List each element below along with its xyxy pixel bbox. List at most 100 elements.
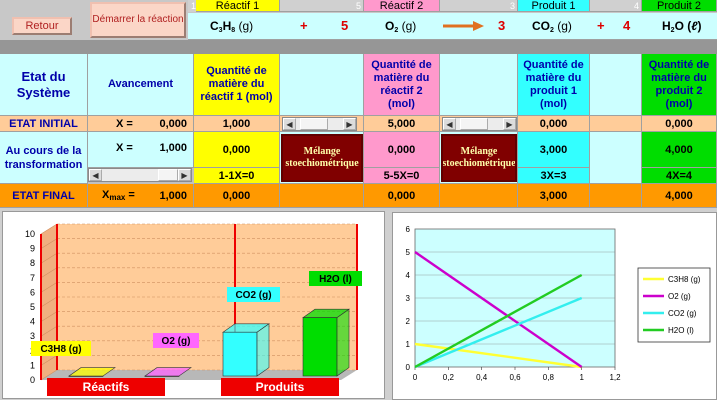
avancement-slider[interactable]: ◀ ▶ [88,168,192,182]
gridline [40,267,58,279]
p2-initial: 0,000 [642,116,717,132]
reactif2-quantity-slider[interactable]: ◀ ▶ [442,117,517,131]
equation-produit2: H2O (ℓ) [662,19,702,34]
p1-initial: 0,000 [518,116,590,132]
x-label-initial: X = [116,117,133,130]
gridline [40,252,58,264]
xmax-label: Xmax = [102,189,135,202]
slider-thumb[interactable] [300,118,328,130]
p2-cours: 4,000 [642,132,717,168]
r1-initial: 1,000 [194,116,280,132]
slider-left-arrow-icon[interactable]: ◀ [443,118,456,130]
p2-expression: 4X=4 [642,168,717,184]
bar-chart-panel: 109876543210 C3H8 (g)O2 (g)CO2 (g)H2O (l… [2,211,385,399]
slider-thumb[interactable] [158,169,178,181]
header-qte-reactif2: Quantité de matière du réactif 2 (mol) [364,54,440,116]
separator-bar [0,40,717,54]
bar-label-box [309,271,362,286]
col-number-gap1: 5 [280,0,364,12]
y-tick-label: 6 [406,225,411,234]
header-qte-produit2: Quantité de matière du produit 2 (mol) [642,54,717,116]
y-tick-label: 3 [406,294,411,303]
gridline [40,282,58,293]
col-header-reactif1: Réactif 1 [196,0,280,12]
xmax-value: 1,000 [159,189,187,202]
initial-blank-3 [590,116,642,132]
coefficient-o2: 5 [341,18,349,33]
p2-final: 4,000 [642,184,717,208]
y-tick-label: 1 [406,340,411,349]
y-tick-label: 3 [30,331,35,341]
x-tick-label: 0,6 [509,373,521,382]
x-label-cours: X = [116,142,133,154]
group-label-box [47,378,165,396]
p1-cours: 3,000 [518,132,590,168]
p1-final: 3,000 [518,184,590,208]
bar-label-box [31,341,91,356]
p1-expression: 3X=3 [518,168,590,184]
cours-blank-3 [590,132,642,184]
x-tick-label: 0,4 [476,373,488,382]
bar-label-box [227,287,280,302]
group-label-produits: Produits [256,380,305,394]
y-tick-label: 6 [30,287,35,297]
slider-right-arrow-icon[interactable]: ▶ [343,118,356,130]
r1-expression: 1-1X=0 [194,168,280,184]
chart-floor [41,370,357,380]
y-tick-label: 4 [406,271,411,280]
header-blank-2 [440,54,518,116]
slider-left-arrow-icon[interactable]: ◀ [89,169,102,181]
slider-right-arrow-icon[interactable]: ▶ [503,118,516,130]
r1-final: 0,000 [194,184,280,208]
col-header-reactif2: Réactif 2 [364,0,440,12]
series-line [414,342,582,369]
y-tick-label: 5 [30,302,35,312]
bar-label: H2O (l) [319,274,352,285]
avancement-final: Xmax = 1,000 [88,184,194,208]
equation-plus-2: + [597,18,605,33]
equation-reactif1: C3H8 (g) [210,19,254,34]
r2-cours: 0,000 [364,132,440,168]
row-label-etat-final: ETAT FINAL [0,184,88,208]
slider-left-arrow-icon[interactable]: ◀ [283,118,296,130]
y-tick-label: 0 [406,363,411,372]
x-tick-label: 1,2 [609,373,621,382]
start-reaction-button[interactable]: Démarrer la réaction [90,2,186,38]
gridline [40,311,58,322]
bar-front [302,317,338,377]
legend-label: H2O (l) [668,326,694,335]
gridline [40,296,58,308]
y-tick-label: 4 [30,317,35,327]
equation-reactif2: O2 (g) [385,19,417,34]
reaction-arrow-icon [441,20,485,35]
col-number-gap2: 3 [440,0,518,12]
col-number-gap3: 4 [590,0,642,12]
series-line [414,251,583,368]
avancement-initial: X = 0,000 [88,116,194,132]
final-blank-2 [440,184,518,208]
coefficient-h2o: 4 [623,18,631,33]
x-tick-label: 0,2 [443,373,455,382]
header-blank-3 [590,54,642,116]
r1-cours: 0,000 [194,132,280,168]
r2-final: 0,000 [364,184,440,208]
back-button[interactable]: Retour [12,17,72,35]
reactif1-quantity-slider[interactable]: ◀ ▶ [282,117,357,131]
slider-thumb[interactable] [460,118,488,130]
y-tick-label: 2 [406,317,411,326]
final-blank-1 [280,184,364,208]
equation-produit1: CO2 (g) [532,19,572,34]
row-label-etat-initial: ETAT INITIAL [0,116,88,132]
bar-top [68,367,116,377]
group-label-reactifs: Réactifs [83,380,130,394]
slider-right-arrow-icon[interactable]: ▶ [178,169,191,181]
stoichiometric-mix-badge-1: Mélange stoechiométrique [281,134,363,182]
line-chart-panel: 0 1 2 3 4 5 6 0 0,2 0,4 0,6 0,8 1 1,2 C3H8 (g) O2 (g) CO… [392,212,717,400]
r2-expression: 5-5X=0 [364,168,440,184]
gridline [40,355,58,366]
series-line [414,296,583,369]
legend-label: O2 (g) [668,292,691,301]
header-avancement: Avancement [88,54,194,116]
legend-label: CO2 (g) [668,309,697,318]
y-tick-label: 5 [406,248,411,257]
